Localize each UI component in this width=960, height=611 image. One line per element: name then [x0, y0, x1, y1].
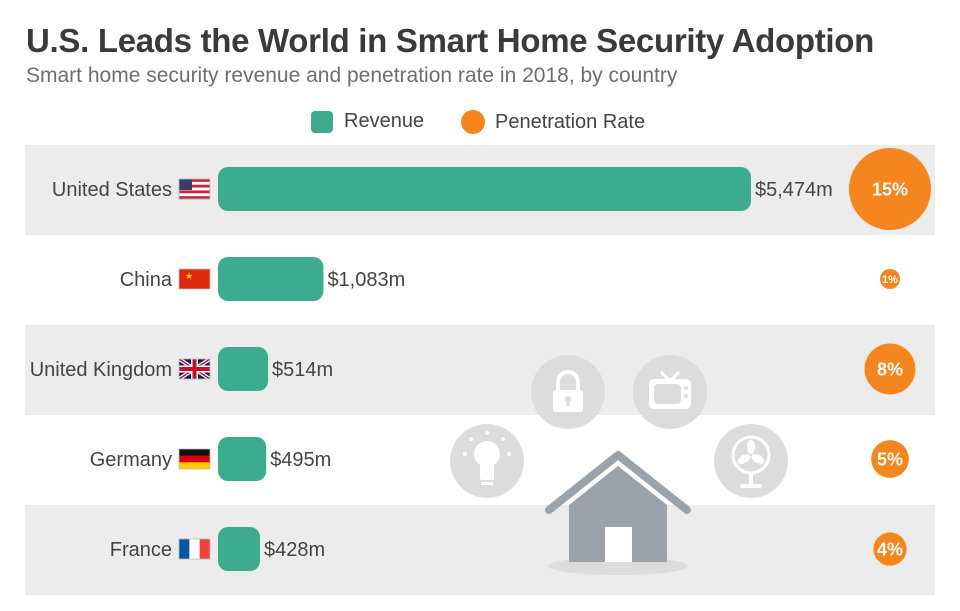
legend-item-revenue: Revenue	[311, 110, 424, 133]
penetration-value-label: 4%	[877, 539, 903, 559]
data-row: France	[25, 505, 935, 595]
revenue-value-label: $1,083m	[327, 269, 405, 291]
category-label: United Kingdom	[30, 359, 172, 381]
legend-swatch-revenue	[311, 110, 333, 133]
category-label: Germany	[90, 449, 172, 471]
revenue-value-label: $5,474m	[755, 179, 833, 201]
row-background	[25, 325, 935, 415]
data-row: United Kingdom	[25, 325, 935, 415]
lock-icon	[531, 355, 605, 429]
fan-icon	[714, 424, 788, 498]
house-icon	[545, 451, 691, 575]
lightbulb-icon	[450, 424, 524, 498]
penetration-bubble	[880, 269, 900, 289]
penetration-value-label: 1%	[882, 274, 898, 286]
legend-label-revenue: Revenue	[344, 110, 425, 132]
penetration-bubble	[864, 343, 916, 395]
legend-swatch-penetration	[461, 110, 485, 134]
revenue-bar	[218, 527, 260, 571]
legend: Revenue Penetration Rate	[0, 110, 960, 136]
revenue-bar	[218, 167, 751, 211]
revenue-bar	[218, 347, 269, 391]
penetration-bubble	[873, 532, 907, 566]
category-label: China	[120, 269, 173, 291]
category-label: United States	[52, 179, 172, 201]
uk-flag-icon	[177, 357, 212, 381]
legend-item-penetration: Penetration Rate	[461, 110, 645, 134]
revenue-value-label: $428m	[264, 539, 325, 561]
penetration-bubble	[849, 148, 931, 230]
revenue-bar	[218, 257, 324, 301]
penetration-value-label: 8%	[877, 359, 903, 379]
germany-flag-icon	[178, 448, 211, 470]
chart-title: U.S. Leads the World in Smart Home Secur…	[26, 22, 875, 59]
revenue-bar	[218, 437, 267, 481]
chart-subtitle: Smart home security revenue and penetrat…	[26, 64, 678, 87]
data-row: Germany	[90, 448, 211, 471]
us-flag-icon	[178, 178, 211, 200]
legend-label-penetration: Penetration Rate	[495, 110, 646, 133]
svg-text:★: ★	[185, 271, 193, 281]
penetration-value-label: 5%	[877, 449, 903, 469]
category-label: France	[110, 539, 172, 561]
penetration-value-label: 15%	[872, 179, 908, 199]
revenue-value-label: $514m	[272, 359, 333, 381]
revenue-value-label: $495m	[270, 449, 331, 471]
data-row: China ★	[120, 268, 211, 291]
row-background	[25, 505, 935, 595]
tv-icon	[633, 355, 707, 429]
penetration-bubble	[871, 440, 909, 478]
china-flag-icon: ★	[178, 268, 211, 290]
france-flag-icon	[178, 538, 211, 560]
